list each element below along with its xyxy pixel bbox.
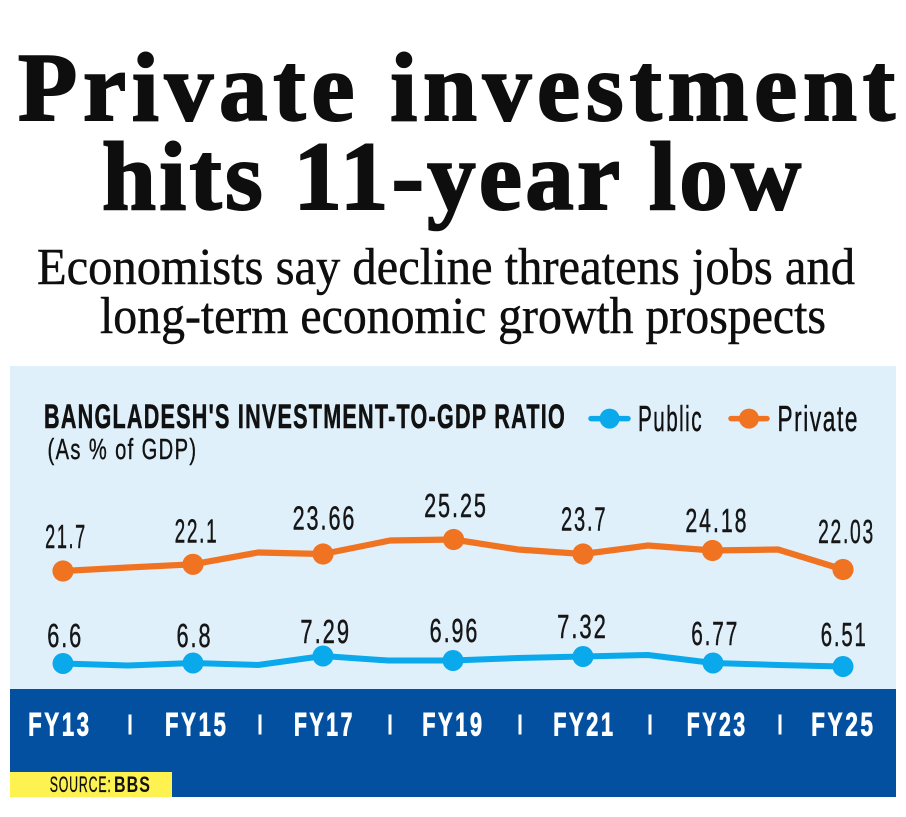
svg-text:BBS: BBS	[114, 772, 151, 797]
svg-text:6.77: 6.77	[691, 615, 739, 652]
svg-text:FY21: FY21	[553, 707, 616, 743]
svg-text:6.6: 6.6	[47, 617, 83, 654]
svg-text:Public: Public	[638, 398, 703, 439]
svg-text:SOURCE:: SOURCE:	[50, 772, 112, 797]
svg-text:Economists say decline threate: Economists say decline threatens jobs an…	[37, 239, 855, 296]
svg-text:FY23: FY23	[687, 707, 748, 743]
svg-text:FY15: FY15	[165, 707, 229, 743]
svg-text:23.66: 23.66	[293, 499, 357, 536]
svg-text:21.7: 21.7	[45, 518, 87, 555]
svg-text:23.7: 23.7	[561, 501, 607, 538]
svg-text:7.29: 7.29	[300, 613, 351, 650]
svg-text:FY19: FY19	[422, 707, 485, 743]
svg-text:long-term economic growth pros: long-term economic growth prospects	[100, 288, 826, 345]
svg-text:Private investment: Private investment	[18, 34, 901, 141]
svg-text:6.51: 6.51	[821, 616, 868, 653]
svg-text:6.96: 6.96	[430, 612, 480, 649]
svg-text:24.18: 24.18	[685, 502, 748, 539]
svg-text:FY25: FY25	[811, 707, 876, 743]
svg-text:FY17: FY17	[294, 707, 355, 743]
svg-text:hits 11-year low: hits 11-year low	[102, 123, 804, 230]
svg-text:25.25: 25.25	[424, 487, 488, 524]
svg-text:BANGLADESH'S INVESTMENT-TO-GDP: BANGLADESH'S INVESTMENT-TO-GDP RATIO	[44, 398, 566, 436]
svg-text:22.03: 22.03	[818, 513, 875, 550]
svg-text:7.32: 7.32	[557, 608, 608, 645]
svg-text:6.8: 6.8	[177, 617, 213, 654]
svg-text:22.1: 22.1	[175, 512, 219, 549]
svg-text:(As % of GDP): (As % of GDP)	[48, 434, 198, 466]
svg-text:FY13: FY13	[28, 707, 92, 743]
svg-text:Private: Private	[778, 398, 860, 439]
